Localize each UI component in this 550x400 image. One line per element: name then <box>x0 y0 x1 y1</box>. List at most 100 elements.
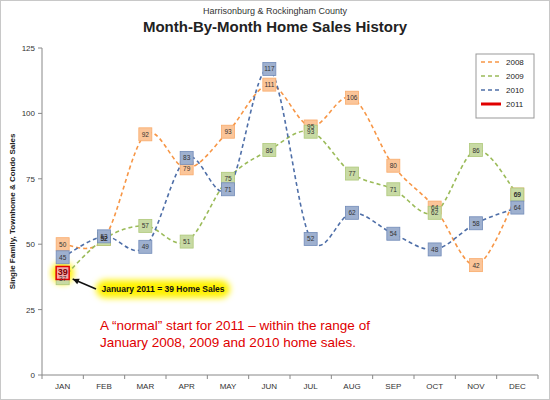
data-label: 48 <box>431 246 439 253</box>
legend-swatch <box>481 103 501 106</box>
data-label: 86 <box>266 147 274 154</box>
chart: Harrisonburg & Rockingham County Month-By… <box>0 0 550 400</box>
data-label: 106 <box>347 94 358 101</box>
marker <box>511 188 524 201</box>
data-label: 71 <box>224 186 232 193</box>
marker <box>511 201 524 214</box>
legend: 2008200920102011 <box>476 54 534 118</box>
marker <box>346 91 359 104</box>
marker <box>470 217 483 230</box>
x-tick-label: JUN <box>262 382 278 391</box>
marker <box>180 151 193 164</box>
data-label: 39 <box>58 267 68 277</box>
marker <box>346 167 359 180</box>
data-label: 62 <box>348 209 356 216</box>
x-tick <box>496 375 497 379</box>
data-labels: 5052927993111951068064426937525751758693… <box>58 65 522 281</box>
frame <box>1 1 550 400</box>
legend-label: 2010 <box>506 86 524 95</box>
callout: January 2011 = 39 Home Sales <box>101 284 224 294</box>
y-tick-label: 50 <box>26 240 35 249</box>
note: January 2008, 2009 and 2010 home sales. <box>100 335 356 350</box>
y-tick-label: 75 <box>26 175 35 184</box>
x-tick <box>42 375 43 379</box>
data-label: 53 <box>100 233 108 240</box>
x-tick-label: JAN <box>55 382 70 391</box>
x-tick <box>290 375 291 379</box>
marker <box>346 206 359 219</box>
note: A “normal” start for 2011 – within the r… <box>100 318 370 333</box>
y-tick-label: 0 <box>31 371 36 380</box>
x-tick <box>414 375 415 379</box>
data-label: 42 <box>472 262 480 269</box>
y-tick <box>38 309 42 310</box>
series-line <box>63 68 518 257</box>
y-tick <box>38 113 42 114</box>
data-label: 50 <box>59 241 67 248</box>
marker <box>470 259 483 272</box>
legend-box <box>476 54 534 118</box>
marker <box>470 144 483 157</box>
highlight <box>96 280 230 298</box>
legend-label: 2011 <box>506 100 524 109</box>
marker <box>263 144 276 157</box>
legend-label: 2008 <box>506 58 524 67</box>
legend-swatch <box>481 61 501 63</box>
data-label: 86 <box>472 147 480 154</box>
y-tick <box>38 48 42 49</box>
marker <box>387 159 400 172</box>
marker <box>263 62 276 75</box>
x-tick <box>83 375 84 379</box>
x-tick-label: OCT <box>426 382 443 391</box>
data-label: 93 <box>307 128 315 135</box>
arrow <box>73 279 96 289</box>
data-label: 71 <box>390 186 398 193</box>
marker <box>304 232 317 245</box>
marker <box>222 125 235 138</box>
y-tick-label: 100 <box>22 109 36 118</box>
marker <box>139 128 152 141</box>
y-tick-label: 125 <box>22 44 36 53</box>
data-label: 57 <box>142 222 150 229</box>
title: Month-By-Month Home Sales History <box>143 18 408 35</box>
marker <box>387 227 400 240</box>
data-label: 111 <box>264 81 274 88</box>
x-tick-label: JUL <box>304 382 319 391</box>
data-label: 45 <box>59 254 67 261</box>
marker <box>387 183 400 196</box>
x-tick <box>538 375 539 379</box>
subtitle: Harrisonburg & Rockingham County <box>203 6 348 16</box>
marker <box>56 238 69 251</box>
data-label: 58 <box>472 220 480 227</box>
x-tick-label: DEC <box>509 382 526 391</box>
data-label: 75 <box>224 175 232 182</box>
marker <box>139 219 152 232</box>
data-label: 54 <box>390 230 398 237</box>
x-tick-label: FEB <box>96 382 112 391</box>
data-label: 80 <box>390 162 398 169</box>
marker <box>428 243 441 256</box>
x-tick-label: AUG <box>343 382 360 391</box>
data-label: 92 <box>142 131 150 138</box>
marker <box>222 183 235 196</box>
y-tick <box>38 244 42 245</box>
y-axis-label: Single Family, Townhome & Condo Sales <box>8 133 17 289</box>
plot-area <box>63 68 518 278</box>
data-label: 69 <box>514 191 522 198</box>
y-axis <box>42 48 43 375</box>
x-tick <box>248 375 249 379</box>
legend-swatch <box>481 75 501 77</box>
data-label: 52 <box>307 235 315 242</box>
x-tick-label: APR <box>178 382 195 391</box>
x-tick <box>372 375 373 379</box>
data-label: 51 <box>183 238 191 245</box>
data-label: 64 <box>514 204 522 211</box>
data-label: 83 <box>183 154 191 161</box>
x-tick <box>166 375 167 379</box>
data-label: 79 <box>183 165 191 172</box>
y-tick-label: 25 <box>26 306 35 315</box>
x-tick-label: NOV <box>467 382 485 391</box>
data-label: 117 <box>264 65 275 72</box>
x-tick <box>455 375 456 379</box>
data-label: 69 <box>514 191 522 198</box>
